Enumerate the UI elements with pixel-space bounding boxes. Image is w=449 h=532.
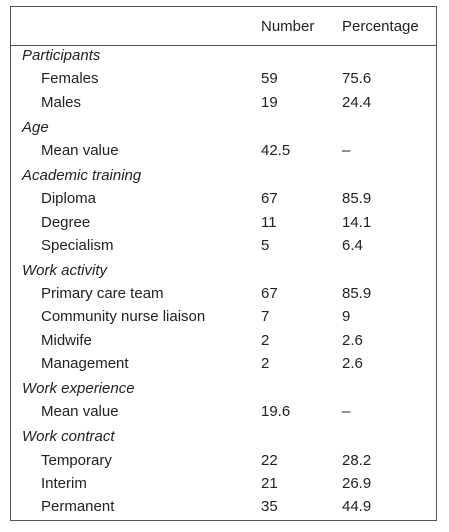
percentage-cell: – [342,403,351,421]
number-cell: 11 [261,213,277,231]
row-label: Primary care team [41,285,164,303]
table-border [10,6,437,521]
number-cell: 22 [261,451,278,469]
number-cell: 19.6 [261,403,291,421]
number-cell: 67 [261,190,278,208]
row-label: Permanent [41,498,115,516]
row-label: Females [41,70,99,88]
row-label: Diploma [41,190,97,208]
row-label: Temporary [41,451,112,469]
header-rule [10,45,437,46]
column-header: Number [261,18,315,35]
row-label: Specialism [41,236,114,254]
row-label: Management [41,355,129,372]
percentage-cell: 28.2 [342,451,372,469]
percentage-cell: 6.4 [342,236,363,254]
row-label: Mean value [41,141,119,159]
percentage-cell: 9 [342,308,351,326]
number-cell: 2 [261,355,270,372]
percentage-cell: 85.9 [342,190,372,208]
section-title: Work activity [22,261,108,279]
percentage-cell: – [342,141,351,159]
percentage-cell: 2.6 [342,355,363,372]
number-cell: 21 [261,474,278,492]
section-title: Work experience [22,380,135,397]
number-cell: 7 [261,308,270,326]
percentage-cell: 24.4 [342,93,372,111]
row-label: Mean value [41,403,119,421]
row-label: Midwife [41,331,92,349]
section-title: Academic training [22,166,142,184]
number-cell: 5 [261,236,270,254]
percentage-cell: 14.1 [342,213,372,231]
percentage-cell: 75.6 [342,70,372,88]
percentage-cell: 85.9 [342,285,372,303]
percentage-cell: 26.9 [342,474,372,492]
row-label: Degree [41,213,91,231]
number-cell: 35 [261,498,278,516]
number-cell: 2 [261,331,270,349]
number-cell: 67 [261,285,278,303]
number-cell: 59 [261,70,278,88]
number-cell: 19 [261,93,278,111]
column-header: Percentage [342,18,419,35]
percentage-cell: 44.9 [342,498,372,516]
percentage-cell: 2.6 [342,331,363,349]
row-label: Interim [41,474,87,492]
section-title: Age [22,118,49,136]
section-title: Work contract [22,428,115,446]
section-title: Participants [22,47,101,64]
row-label: Community nurse liaison [41,308,206,326]
row-label: Males [41,93,82,111]
number-cell: 42.5 [261,141,291,159]
